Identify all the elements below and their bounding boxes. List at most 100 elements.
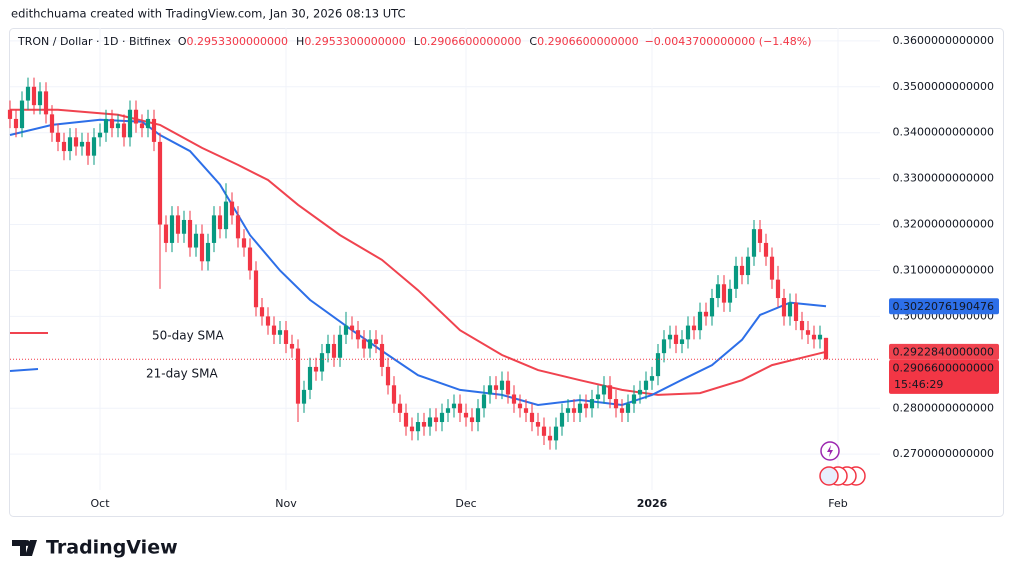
y-tick-label: 0.3500000000000: [893, 80, 994, 93]
candle-body: [121, 123, 127, 138]
candle-body: [403, 412, 409, 427]
x-tick-label: Feb: [828, 497, 847, 510]
change: −0.0043700000000 (−1.48%): [645, 35, 812, 48]
candle-body: [799, 320, 805, 331]
candle-body: [817, 334, 823, 340]
flag-icon: [819, 466, 839, 486]
candle-body: [151, 118, 157, 142]
candle-body: [325, 343, 331, 354]
candle-body: [67, 137, 73, 152]
candle-body: [721, 284, 727, 303]
candle-body: [679, 339, 685, 344]
candle-body: [277, 330, 283, 335]
candle-body: [427, 417, 433, 427]
candle-body: [349, 325, 355, 331]
candle-body: [43, 91, 49, 115]
candle-body: [127, 109, 133, 138]
candle-body: [259, 307, 265, 317]
candle-body: [703, 311, 709, 317]
candle-body: [409, 426, 415, 432]
candle-body: [19, 100, 25, 129]
candle-body: [529, 412, 535, 423]
candle-body: [133, 109, 139, 124]
icons: [819, 441, 866, 486]
price-tag: [889, 343, 999, 360]
candle-body: [319, 353, 325, 372]
price-tag: [889, 298, 999, 315]
candle-body: [757, 229, 763, 243]
candle-body: [445, 408, 451, 413]
candle-body: [643, 380, 649, 390]
ohlc-key: H: [296, 35, 304, 48]
candle-body: [649, 376, 655, 381]
candle-body: [61, 141, 67, 152]
candle-body: [511, 394, 517, 404]
ohlc-key: C: [529, 35, 537, 48]
candle-body: [49, 114, 55, 133]
candle-body: [457, 403, 463, 413]
candle-body: [145, 118, 151, 129]
candle-body: [241, 238, 247, 248]
candle-body: [589, 399, 595, 409]
candle-body: [313, 366, 319, 372]
candle-body: [265, 316, 271, 326]
countdown: 15:46:29: [894, 378, 943, 391]
candle-body: [673, 334, 679, 344]
candle-body: [553, 426, 559, 441]
candle-body: [73, 137, 79, 147]
sma-line: [10, 108, 827, 396]
candle-body: [109, 118, 115, 129]
candle-body: [769, 256, 775, 280]
candle-body: [85, 141, 91, 156]
candle-body: [595, 394, 601, 400]
candle-body: [361, 339, 367, 349]
candle-body: [7, 109, 13, 119]
x-tick-label: 2026: [637, 497, 668, 510]
candle-body: [247, 247, 253, 271]
candle-body: [751, 229, 757, 257]
candle-body: [727, 288, 733, 303]
candle-body: [619, 408, 625, 413]
price-tag-label: 0.2922840000000: [893, 345, 994, 358]
candle-body: [661, 339, 667, 354]
x-tick-label: Oct: [90, 497, 110, 510]
symbol-line: TRON / Dollar · 1D · Bitfinex O0.29533000…: [17, 35, 812, 48]
candle-body: [475, 408, 481, 423]
candle-body: [541, 426, 547, 436]
candle-body: [13, 118, 19, 129]
candle-body: [397, 403, 403, 413]
candle-body: [709, 298, 715, 317]
candle-body: [253, 270, 259, 308]
candle-body: [373, 339, 379, 344]
candle-body: [559, 412, 565, 427]
candle-body: [307, 366, 313, 390]
legend-label: 21-day SMA: [146, 367, 218, 381]
y-tick-label: 0.3100000000000: [893, 263, 994, 276]
ohlc-value: 0.2906600000000: [420, 35, 521, 48]
candle-body: [283, 330, 289, 344]
frame: [9, 28, 1004, 517]
candle-body: [625, 403, 631, 413]
candle-body: [205, 242, 211, 262]
brand: TradingView: [46, 537, 178, 559]
candle-body: [271, 325, 277, 335]
legend-label: 50-day SMA: [152, 329, 224, 343]
candle-body: [811, 334, 817, 340]
candle-body: [739, 265, 745, 276]
candle-body: [163, 224, 169, 243]
candle-body: [193, 233, 199, 248]
candle-body: [187, 219, 193, 248]
candle-body: [715, 284, 721, 299]
candle-body: [421, 422, 427, 427]
candle-body: [331, 343, 337, 358]
candle-body: [787, 302, 793, 317]
candle-body: [103, 118, 109, 133]
legend-swatch: [9, 368, 39, 372]
price-tag: [889, 359, 999, 394]
candle-body: [355, 330, 361, 340]
ohlc-value: 0.2953300000000: [187, 35, 288, 48]
candle-body: [637, 389, 643, 395]
y-tick-label: 0.3400000000000: [893, 126, 994, 139]
candle-body: [565, 408, 571, 413]
